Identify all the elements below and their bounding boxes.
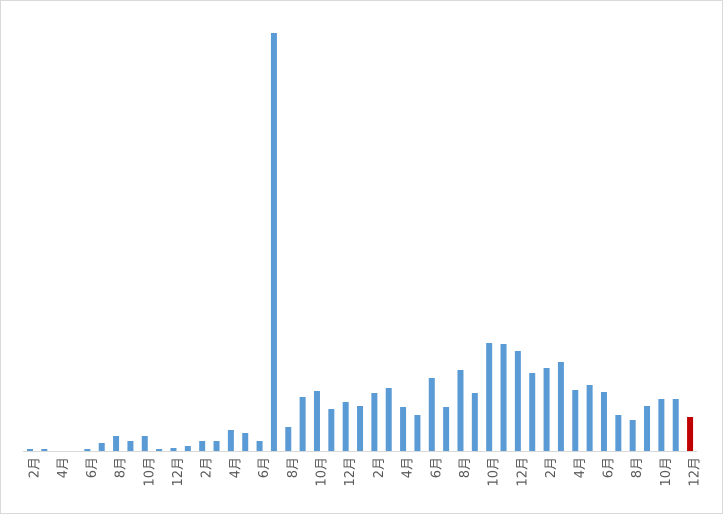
bar xyxy=(84,449,91,451)
bar xyxy=(357,406,364,451)
bar xyxy=(687,417,694,451)
bar xyxy=(543,368,550,451)
x-tick-label: 8月 xyxy=(114,457,129,478)
bar xyxy=(170,448,177,451)
bar xyxy=(256,441,263,451)
bar xyxy=(414,415,421,451)
bar xyxy=(486,343,493,451)
bar xyxy=(644,406,651,451)
bar xyxy=(156,449,163,451)
bar xyxy=(600,392,607,451)
bar xyxy=(199,441,206,451)
bar xyxy=(242,433,249,451)
bar xyxy=(457,370,464,451)
bar xyxy=(586,385,593,451)
bar xyxy=(127,441,134,451)
x-tick-label: 4月 xyxy=(573,457,588,478)
bar xyxy=(328,409,335,451)
bar xyxy=(270,33,277,451)
x-tick-label: 4月 xyxy=(228,457,243,478)
bar xyxy=(227,430,234,451)
bar xyxy=(428,378,435,451)
bar xyxy=(514,351,521,451)
bar xyxy=(26,449,33,451)
x-tick-label: 6月 xyxy=(85,457,100,478)
bar xyxy=(313,391,320,451)
bar xyxy=(184,446,191,451)
bar xyxy=(141,436,148,451)
x-tick-label: 2月 xyxy=(200,457,215,478)
x-tick-label: 12月 xyxy=(171,457,186,487)
x-tick-label: 2月 xyxy=(372,457,387,478)
bar xyxy=(213,441,220,451)
x-tick-label: 2月 xyxy=(544,457,559,478)
bar xyxy=(658,399,665,451)
x-tick-label: 6月 xyxy=(257,457,272,478)
x-tick-label: 10月 xyxy=(142,457,157,487)
bar xyxy=(285,427,292,451)
x-tick-label: 12月 xyxy=(515,457,530,487)
bar xyxy=(615,415,622,451)
bar xyxy=(342,402,349,451)
bar xyxy=(385,388,392,451)
x-tick-label: 6月 xyxy=(429,457,444,478)
x-tick-label: 10月 xyxy=(487,457,502,487)
bar xyxy=(557,362,564,451)
x-tick-label: 8月 xyxy=(458,457,473,478)
bar xyxy=(400,407,407,451)
x-tick-label: 12月 xyxy=(688,457,703,487)
bar xyxy=(443,407,450,451)
bar xyxy=(629,420,636,451)
bar xyxy=(529,373,536,451)
bar xyxy=(672,399,679,451)
x-tick-label: 4月 xyxy=(56,457,71,478)
x-tick-label: 4月 xyxy=(401,457,416,478)
x-tick-label: 6月 xyxy=(601,457,616,478)
x-tick-label: 10月 xyxy=(314,457,329,487)
x-tick-label: 10月 xyxy=(659,457,674,487)
bar xyxy=(41,449,48,451)
bar xyxy=(371,393,378,451)
bar xyxy=(471,393,478,451)
x-tick-label: 2月 xyxy=(27,457,42,478)
x-tick-label: 8月 xyxy=(286,457,301,478)
bar xyxy=(572,390,579,451)
bar xyxy=(500,344,507,451)
x-tick-label: 8月 xyxy=(630,457,645,478)
bar xyxy=(113,436,120,451)
bar xyxy=(98,443,105,451)
bar xyxy=(299,397,306,451)
x-tick-label: 12月 xyxy=(343,457,358,487)
